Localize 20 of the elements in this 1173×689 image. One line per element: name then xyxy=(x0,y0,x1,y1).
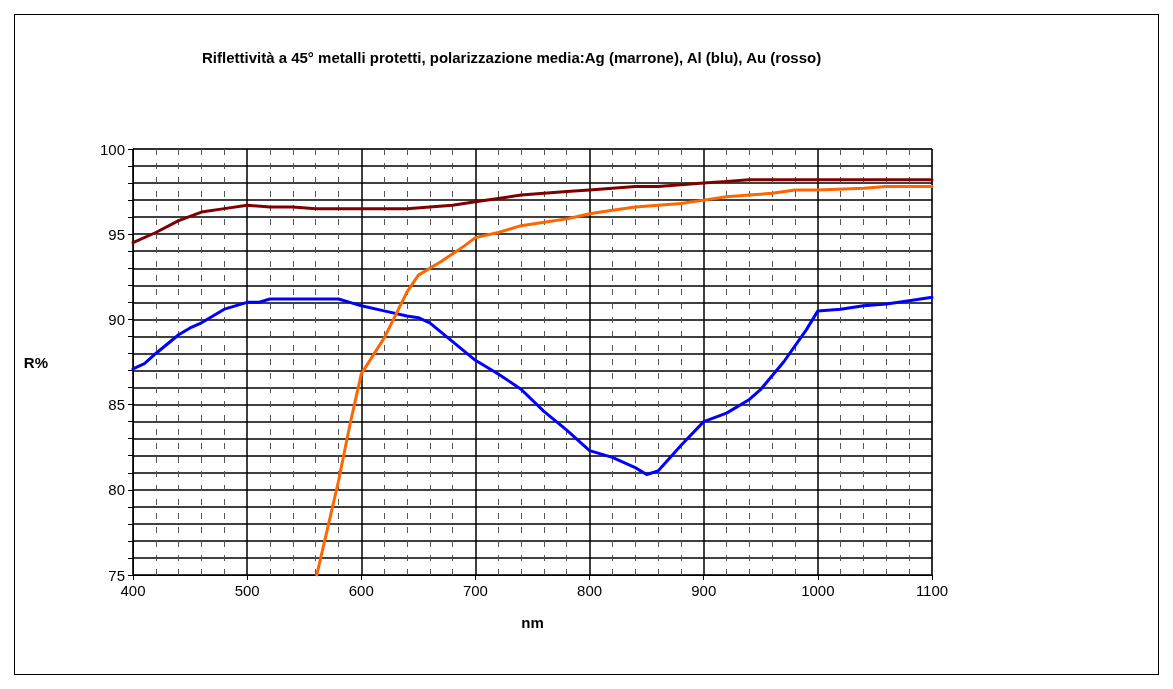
x-tick-label: 700 xyxy=(462,582,488,599)
x-tick-label: 400 xyxy=(120,582,146,599)
y-axis-title: R% xyxy=(23,353,48,371)
x-tick-label: 1000 xyxy=(801,582,835,599)
x-tick-label: 500 xyxy=(234,582,260,599)
y-tick-label: 80 xyxy=(108,481,125,499)
y-tick-label: 90 xyxy=(108,310,125,328)
chart-title: Riflettività a 45° metalli protetti, polarizzazione media:Ag (marrone), Al (blu), Au (rosso) xyxy=(202,48,822,66)
x-tick-label: 600 xyxy=(348,582,374,599)
line-series xyxy=(131,178,934,245)
x-tick-label: 900 xyxy=(691,582,717,599)
x-axis-title: nm xyxy=(521,614,544,631)
x-tick-label: 800 xyxy=(577,582,603,599)
x-tick-label: 1100 xyxy=(915,582,949,599)
line-series xyxy=(131,295,934,476)
y-tick-label: 75 xyxy=(108,566,125,584)
y-tick-label: 85 xyxy=(108,396,125,414)
line-series xyxy=(315,184,934,577)
y-tick-label: 100 xyxy=(99,140,125,158)
y-tick-label: 95 xyxy=(108,225,125,243)
